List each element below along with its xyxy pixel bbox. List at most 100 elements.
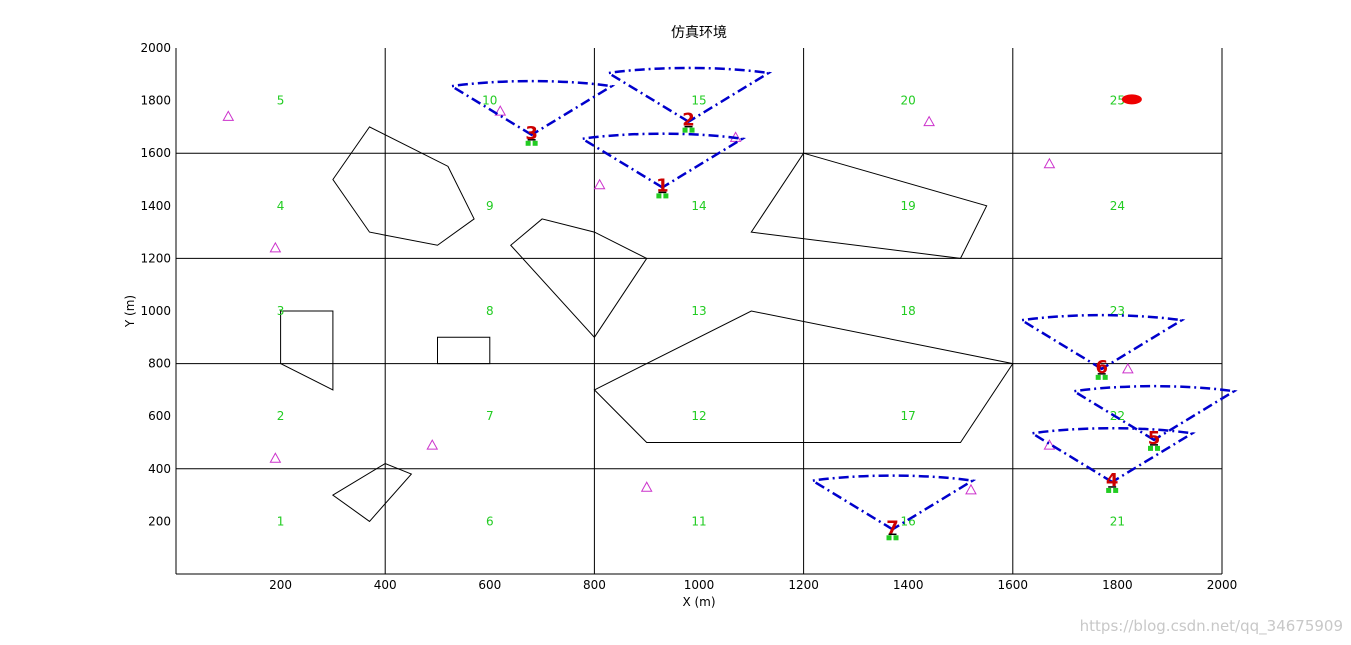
cell-number: 1 — [277, 514, 285, 528]
obstacle-polygon — [437, 336, 491, 365]
cell-number: 9 — [486, 199, 494, 213]
x-tick-label: 1800 — [1102, 578, 1133, 592]
target-marker — [965, 483, 977, 495]
obstacle-polygon — [509, 218, 648, 339]
cell-number: 17 — [901, 409, 916, 423]
cell-number: 11 — [691, 514, 706, 528]
target-marker — [426, 439, 439, 450]
sensor-arc — [808, 474, 977, 531]
target-marker — [1122, 362, 1134, 374]
x-tick-label: 1200 — [788, 578, 819, 592]
robot-wheel — [1102, 374, 1108, 380]
cell-number: 3 — [277, 304, 285, 318]
cell-number: 7 — [486, 409, 494, 423]
target-marker — [593, 178, 606, 190]
x-tick-label: 1600 — [998, 578, 1029, 592]
target-marker — [222, 110, 235, 121]
cell-number: 15 — [691, 94, 706, 108]
grid-lines — [176, 48, 1223, 574]
y-tick-labels: 200 400 600 800 1000 1200 1400 1600 1800 2000 — [140, 41, 171, 528]
sensor-arc — [1028, 427, 1196, 484]
robot-label: 3 — [525, 123, 538, 144]
cell-number: 13 — [691, 304, 706, 318]
x-tick-label: 2000 — [1207, 578, 1238, 592]
cell-number: 14 — [691, 199, 706, 213]
cell-number: 18 — [901, 304, 916, 318]
sensor-arc — [578, 132, 747, 189]
x-tick-label: 200 — [269, 578, 292, 592]
cell-number: 5 — [277, 94, 285, 108]
y-tick-label: 200 — [148, 514, 171, 528]
target-marker — [494, 105, 507, 116]
cell-number: 4 — [277, 199, 285, 213]
target-marker — [640, 481, 653, 492]
cell-number: 24 — [1110, 199, 1125, 213]
y-tick-label: 1400 — [140, 199, 171, 213]
y-tick-label: 1800 — [140, 94, 171, 108]
cell-number: 8 — [486, 304, 494, 318]
y-axis-label: Y (m) — [123, 295, 137, 328]
obstacle-polygon — [331, 462, 413, 523]
robot-wheel — [532, 140, 538, 146]
axes — [175, 48, 1222, 575]
watermark: https://blog.csdn.net/qq_34675909 — [1079, 617, 1343, 635]
obstacle-polygon — [593, 310, 1014, 443]
target-marker — [269, 452, 282, 463]
robot-label: 1 — [656, 175, 669, 196]
y-tick-label: 2000 — [140, 41, 171, 55]
cell-number: 2 — [277, 409, 285, 423]
y-tick-label: 1000 — [140, 304, 171, 318]
robot-wheel — [1113, 487, 1119, 493]
sensor-arc — [604, 66, 773, 124]
sensor-arc — [1018, 313, 1186, 371]
target-marker — [269, 241, 282, 253]
x-tick-labels: 200 400 600 800 1000 1200 1400 1600 1800 2000 — [269, 578, 1237, 592]
cell-number: 25 — [1110, 94, 1125, 108]
targets-layer — [222, 105, 1134, 495]
y-tick-label: 600 — [148, 409, 171, 423]
robot-wheel — [525, 140, 531, 146]
robot-label: 6 — [1095, 357, 1108, 378]
robot-label: 4 — [1106, 470, 1119, 491]
y-tick-label: 400 — [148, 462, 171, 476]
robot-wheel — [1155, 445, 1161, 451]
cell-number: 19 — [901, 199, 916, 213]
x-axis-label: X (m) — [682, 595, 715, 609]
cell-numbers-layer: 1234567891011121314151617181920212223242… — [277, 94, 1125, 529]
cell-number: 6 — [486, 514, 494, 528]
obstacle-polygon — [280, 310, 334, 391]
x-tick-label: 800 — [583, 578, 606, 592]
robot-wheel — [682, 127, 688, 133]
sensor-arc — [448, 79, 616, 137]
robot-wheel — [656, 193, 662, 199]
obstacle-polygon — [332, 126, 475, 246]
cell-number: 10 — [482, 94, 497, 108]
robot-wheel — [1148, 445, 1154, 451]
cell-number: 21 — [1110, 514, 1125, 528]
sensor-arc — [1070, 384, 1238, 442]
y-tick-label: 1600 — [140, 146, 171, 160]
robot-wheel — [1095, 374, 1101, 380]
target-marker — [923, 115, 935, 127]
robot-wheel — [893, 535, 899, 541]
cell-number: 20 — [901, 94, 916, 108]
robot-wheel — [663, 193, 669, 199]
target-marker — [1043, 157, 1056, 169]
x-tick-label: 1400 — [893, 578, 924, 592]
y-tick-label: 800 — [148, 357, 171, 371]
robot-wheel — [689, 127, 695, 133]
robot-label: 2 — [682, 110, 695, 131]
x-tick-label: 600 — [478, 578, 501, 592]
goal-marker — [1121, 94, 1142, 105]
chart-title: 仿真环境 — [671, 25, 727, 41]
x-tick-label: 1000 — [684, 578, 715, 592]
robot-label: 5 — [1148, 428, 1161, 449]
robot-wheel — [886, 535, 892, 541]
cell-number: 12 — [691, 409, 706, 423]
goal-layer — [1121, 94, 1142, 105]
obstacle-polygon — [750, 152, 988, 259]
x-tick-label: 400 — [374, 578, 397, 592]
obstacles-layer — [280, 126, 1014, 523]
